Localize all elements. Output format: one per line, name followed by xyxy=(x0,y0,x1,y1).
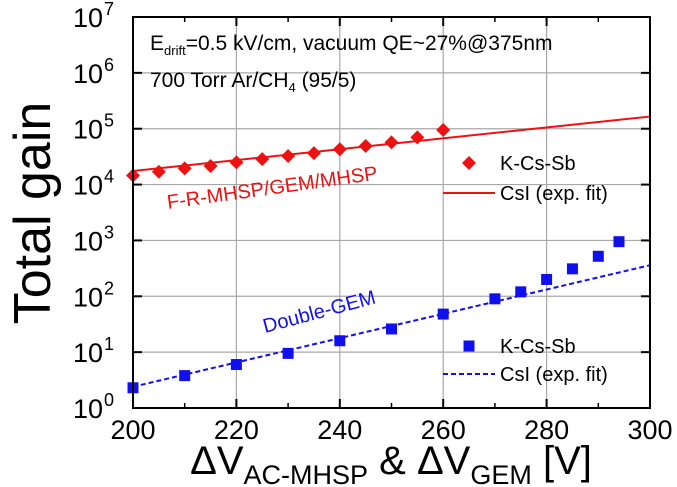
data-point-square xyxy=(592,250,604,262)
y-tick-exponent: 7 xyxy=(104,0,114,19)
data-point-square xyxy=(179,370,191,382)
legend-marker-diamond xyxy=(462,156,476,170)
x-axis-label: ΔVAC-MHSP & ΔVGEM [V] xyxy=(190,439,592,487)
data-point-square xyxy=(282,347,294,359)
x-tick-label: 240 xyxy=(317,415,362,445)
data-point-square xyxy=(334,335,346,347)
x-tick-label: 280 xyxy=(524,415,569,445)
y-tick-exponent: 6 xyxy=(104,55,114,75)
axis-ticks xyxy=(132,16,651,409)
data-point-diamond xyxy=(281,148,296,163)
x-tick-label: 200 xyxy=(110,415,155,445)
y-tick-exponent: 3 xyxy=(104,222,114,242)
legend-marker-square xyxy=(463,340,475,352)
y-tick-exponent: 0 xyxy=(104,390,114,410)
x-tick-label: 220 xyxy=(214,415,259,445)
data-point-diamond xyxy=(384,135,399,150)
data-point-square xyxy=(515,286,527,298)
y-tick-label: 10 xyxy=(73,59,103,89)
data-point-square xyxy=(437,308,449,320)
data-point-square xyxy=(489,293,501,305)
legend-label: CsI (exp. fit) xyxy=(500,364,608,386)
y-tick-label: 10 xyxy=(73,282,103,312)
legend-label: CsI (exp. fit) xyxy=(500,183,608,205)
data-point-square xyxy=(613,236,625,248)
legend-label: K-Cs-Sb xyxy=(500,336,576,358)
legend-label: K-Cs-Sb xyxy=(500,153,576,175)
data-point-diamond xyxy=(410,130,425,145)
data-point-diamond xyxy=(436,122,451,137)
data-point-diamond xyxy=(203,159,218,174)
x-tick-label: 300 xyxy=(627,415,672,445)
y-tick-exponent: 4 xyxy=(104,167,114,187)
data-point-diamond xyxy=(332,142,347,157)
data-point-diamond xyxy=(255,152,270,167)
y-tick-label: 10 xyxy=(73,3,103,33)
data-point-square xyxy=(541,273,553,285)
data-point-diamond xyxy=(229,155,244,170)
data-point-square xyxy=(230,359,242,371)
data-point-diamond xyxy=(177,161,192,176)
grid-lines xyxy=(133,17,650,408)
y-axis-label: Total gain xyxy=(4,102,62,325)
conditions-annotation: Edrift=0.5 kV/cm, vacuum QE~27%@375nm xyxy=(150,32,553,58)
y-tick-label: 10 xyxy=(73,226,103,256)
y-tick-exponent: 2 xyxy=(104,278,114,298)
data-point-diamond xyxy=(306,146,321,161)
data-point-diamond xyxy=(358,139,373,154)
blue-series-label: Double-GEM xyxy=(261,287,378,338)
y-tick-label: 10 xyxy=(73,115,103,145)
data-markers xyxy=(126,122,625,394)
x-tick-label: 260 xyxy=(421,415,466,445)
y-tick-label: 10 xyxy=(73,171,103,201)
red-series-label: F-R-MHSP/GEM/MHSP xyxy=(166,163,379,214)
y-tick-exponent: 5 xyxy=(104,111,114,131)
gas-annotation: 700 Torr Ar/CH4 (95/5) xyxy=(150,69,356,95)
data-point-square xyxy=(386,323,397,335)
y-tick-exponent: 1 xyxy=(104,334,114,354)
data-point-square xyxy=(566,263,578,275)
legend: K-Cs-Sb CsI (exp. fit) K-Cs-Sb CsI (exp. fi… xyxy=(443,153,608,386)
data-point-diamond xyxy=(151,164,166,179)
y-tick-label: 10 xyxy=(73,394,103,424)
y-tick-label: 10 xyxy=(73,338,103,368)
